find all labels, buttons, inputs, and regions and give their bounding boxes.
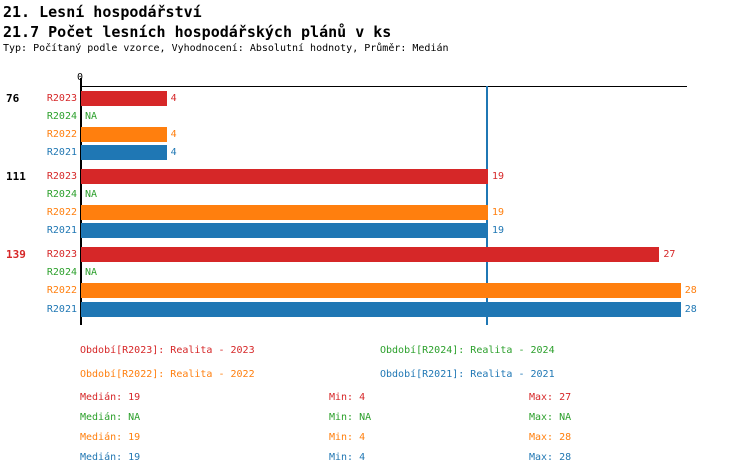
series-label-r2024: R2024: [46, 188, 77, 200]
stat-median-r2021: Medián: 19: [80, 452, 141, 463]
stat-median-r2022: Medián: 19: [80, 432, 141, 443]
bar-value-label: 28: [684, 303, 697, 315]
chart-meta-line: Typ: Počítaný podle vzorce, Vyhodnocení:…: [3, 43, 449, 54]
bar-value-label-na: NA: [85, 267, 98, 279]
legend-item-r2022: Období[R2022]: Realita - 2022: [80, 369, 255, 380]
series-label-r2024: R2024: [46, 110, 77, 122]
x-axis-zero-tick-label: 0: [70, 72, 90, 83]
series-label-r2023: R2023: [46, 170, 77, 182]
bar-r2021: [81, 223, 488, 239]
stat-min-r2022: Min: 4: [329, 432, 366, 443]
group-label: 139: [6, 247, 26, 261]
legend-item-r2023: Období[R2023]: Realita - 2023: [80, 345, 255, 356]
legend-item-r2021: Období[R2021]: Realita - 2021: [380, 369, 555, 380]
bar-value-label: 19: [491, 207, 505, 219]
bar-r2021: [81, 301, 681, 317]
bar-r2021: [81, 145, 167, 161]
series-label-r2022: R2022: [46, 207, 77, 219]
chart-title: 21.7 Počet lesních hospodářských plánů v…: [3, 23, 392, 41]
series-label-r2023: R2023: [46, 92, 77, 104]
series-label-r2021: R2021: [46, 303, 77, 315]
bar-r2023: [81, 246, 660, 262]
series-label-r2024: R2024: [46, 267, 77, 279]
legend-item-r2024: Období[R2024]: Realita - 2024: [380, 345, 555, 356]
series-label-r2021: R2021: [46, 225, 77, 237]
bar-value-label-na: NA: [85, 110, 98, 122]
group-label: 111: [6, 169, 26, 183]
bar-r2023: [81, 168, 488, 184]
stat-max-r2022: Max: 28: [529, 432, 572, 443]
stat-max-r2021: Max: 28: [529, 452, 572, 463]
series-label-r2023: R2023: [46, 248, 77, 260]
bar-value-label-na: NA: [85, 188, 98, 200]
bar-r2022: [81, 205, 488, 221]
series-label-r2022: R2022: [46, 128, 77, 140]
x-axis-line: [80, 85, 687, 87]
bar-r2022: [81, 283, 681, 299]
bar-r2022: [81, 126, 167, 142]
stat-min-r2024: Min: NA: [329, 412, 372, 423]
bar-value-label: 4: [170, 128, 177, 140]
stat-max-r2024: Max: NA: [529, 412, 572, 423]
group-label: 76: [6, 91, 20, 105]
stat-min-r2021: Min: 4: [329, 452, 366, 463]
series-label-r2022: R2022: [46, 285, 77, 297]
stat-max-r2023: Max: 27: [529, 392, 572, 403]
bar-value-label: 28: [684, 285, 697, 297]
bar-value-label: 19: [491, 225, 505, 237]
bar-value-label: 27: [663, 248, 676, 260]
stat-median-r2023: Medián: 19: [80, 392, 141, 403]
stat-median-r2024: Medián: NA: [80, 412, 141, 423]
bar-r2023: [81, 90, 167, 106]
bar-chart-area: 76 R2023 4 R2024 NA R2022 4 R2021 4 111 R2023 19 R20…: [6, 90, 697, 317]
page-title: 21. Lesní hospodářství: [3, 3, 202, 21]
series-label-r2021: R2021: [46, 147, 77, 159]
stat-min-r2023: Min: 4: [329, 392, 366, 403]
y-axis-spine: [79, 78, 82, 325]
bar-value-label: 4: [170, 92, 177, 104]
bar-value-label: 19: [491, 170, 505, 182]
bar-value-label: 4: [170, 147, 177, 159]
